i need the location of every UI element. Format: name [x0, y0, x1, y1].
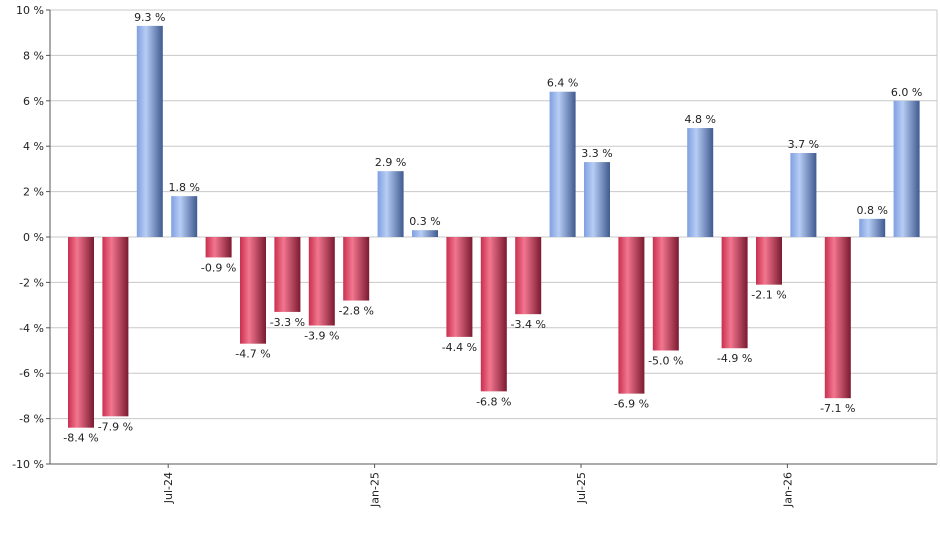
data-label: -7.9 %	[98, 420, 133, 433]
data-label: -6.9 %	[614, 398, 649, 411]
data-label: 6.0 %	[891, 86, 922, 99]
bar	[240, 237, 266, 344]
y-tick-label: 0 %	[23, 231, 44, 244]
bar	[377, 171, 404, 237]
bar	[584, 162, 610, 237]
y-tick-label: -4 %	[19, 322, 44, 335]
x-tick-label: Jan-26	[781, 472, 794, 508]
data-label: 0.8 %	[856, 204, 887, 217]
bar	[652, 237, 679, 351]
data-label: -5.0 %	[648, 355, 683, 368]
y-tick-label: 4 %	[23, 140, 44, 153]
data-label: -8.4 %	[63, 432, 98, 445]
data-label: 3.3 %	[581, 147, 612, 160]
y-tick-label: -10 %	[12, 458, 44, 471]
x-tick-label: Jan-25	[369, 472, 382, 508]
bar	[205, 237, 232, 258]
data-label: 1.8 %	[168, 181, 199, 194]
data-label: -0.9 %	[201, 261, 236, 274]
data-label: 3.7 %	[788, 138, 819, 151]
data-label: -2.1 %	[751, 289, 786, 302]
bar	[412, 230, 438, 237]
bar	[308, 237, 335, 326]
bars	[68, 25, 920, 428]
bar	[893, 100, 920, 237]
bar	[171, 196, 198, 237]
bar	[824, 237, 851, 399]
bar	[102, 237, 129, 417]
y-tick-label: -6 %	[19, 367, 44, 380]
bar	[480, 237, 507, 392]
y-tick-label: 2 %	[23, 186, 44, 199]
y-axis-tick-labels: -10 % -8 % -6 % -4 % -2 % 0 % 2 % 4 % 6 % 8 % 10 %	[12, 4, 44, 471]
x-tick-label: Jul-24	[162, 472, 175, 504]
data-label: -6.8 %	[476, 395, 511, 408]
y-tick-label: -2 %	[19, 276, 44, 289]
data-label: -3.3 %	[270, 316, 305, 329]
bar	[515, 237, 542, 315]
bar	[756, 237, 782, 285]
bar	[343, 237, 370, 301]
bar	[274, 237, 301, 312]
bar	[618, 237, 645, 394]
data-labels: -8.4 %-7.9 % 9.3 % 1.8 % -0.9 % -4.7 % -3.3 %…	[63, 11, 922, 445]
bar	[721, 237, 748, 349]
data-label: 4.8 %	[684, 113, 715, 126]
y-tick-label: 8 %	[23, 49, 44, 62]
data-label: -4.4 %	[442, 341, 477, 354]
x-tick-label: Jul-25	[575, 472, 588, 504]
y-tick-label: -8 %	[19, 413, 44, 426]
data-label: -4.9 %	[717, 352, 752, 365]
data-label: -4.7 %	[235, 348, 270, 361]
axes	[46, 9, 938, 468]
data-label: 0.3 %	[409, 215, 440, 228]
bar	[687, 128, 714, 237]
bar	[68, 237, 94, 428]
data-label: -3.4 %	[510, 318, 545, 331]
y-tick-label: 10 %	[16, 4, 44, 17]
data-label: -2.8 %	[338, 305, 373, 318]
data-label: 2.9 %	[375, 156, 406, 169]
bar	[790, 153, 817, 237]
data-label: 9.3 %	[134, 11, 165, 24]
data-label: -3.9 %	[304, 330, 339, 343]
y-tick-label: 6 %	[23, 95, 44, 108]
data-label: -7.1 %	[820, 402, 855, 415]
data-label: 6.4 %	[547, 77, 578, 90]
bar	[549, 91, 576, 237]
bar	[859, 218, 886, 237]
bar	[136, 25, 163, 237]
x-axis-tick-labels: Jul-24 Jan-25 Jul-25 Jan-26	[162, 472, 794, 508]
bar	[446, 237, 473, 337]
